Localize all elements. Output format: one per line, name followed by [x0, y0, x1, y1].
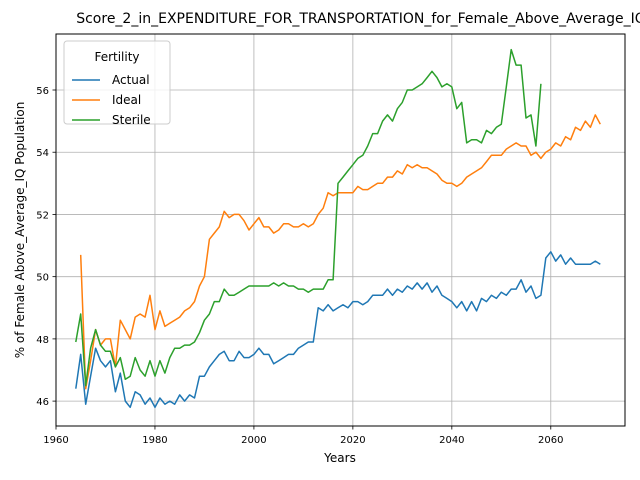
y-tick-label: 50 — [36, 273, 49, 284]
y-tick-label: 52 — [36, 210, 49, 221]
x-tick-label: 2020 — [340, 435, 365, 446]
series-lines — [75, 48, 601, 409]
y-axis-label: % of Female Above_Average_IQ Population — [13, 102, 27, 359]
series-line-ideal — [79, 114, 601, 390]
legend-label-sterile: Sterile — [112, 113, 151, 127]
x-axis-ticks: 1960 1980 2000 2020 2040 2060 — [43, 426, 564, 446]
y-tick-label: 56 — [36, 86, 49, 97]
chart-title: Score_2_in_EXPENDITURE_FOR_TRANSPORTATIO… — [76, 11, 640, 27]
x-tick-label: 1980 — [142, 435, 167, 446]
legend-title: Fertility — [94, 50, 139, 64]
x-tick-label: 2060 — [538, 435, 563, 446]
x-tick-label: 2000 — [241, 435, 266, 446]
y-tick-label: 54 — [36, 148, 49, 159]
legend-label-actual: Actual — [112, 73, 150, 87]
legend-box — [63, 40, 171, 125]
x-axis-label: Years — [323, 451, 356, 465]
x-tick-label: 2040 — [439, 435, 464, 446]
y-tick-label: 46 — [36, 397, 49, 408]
y-axis-ticks: 46 48 50 52 54 56 — [36, 86, 56, 408]
plot-frame — [55, 33, 626, 427]
y-tick-label: 48 — [36, 335, 49, 346]
x-tick-label: 1960 — [43, 435, 68, 446]
legend: Fertility Actual Ideal Sterile — [63, 40, 171, 127]
legend-label-ideal: Ideal — [112, 93, 141, 107]
series-line-sterile — [75, 48, 542, 387]
series-line-actual — [75, 251, 601, 409]
